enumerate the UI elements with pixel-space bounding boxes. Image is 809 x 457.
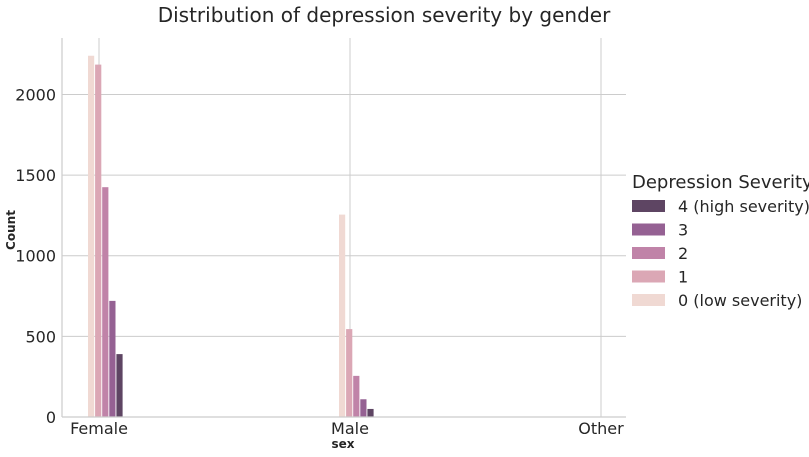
legend-swatch — [632, 247, 665, 259]
x-tick-labels: Female Male Other — [70, 419, 624, 438]
legend-swatch — [632, 223, 665, 236]
x-tick-label: Male — [331, 419, 369, 438]
bar — [102, 187, 109, 417]
legend-label: 1 — [678, 268, 688, 287]
chart-title: Distribution of depression severity by g… — [158, 3, 611, 27]
bar — [95, 64, 102, 418]
x-tick-label: Other — [578, 419, 624, 438]
y-axis-label: Count — [4, 210, 18, 250]
x-axis-label: sex — [331, 437, 354, 451]
y-tick-label: 2000 — [15, 85, 56, 104]
bar — [360, 399, 367, 417]
bar — [346, 329, 353, 417]
bar — [109, 300, 116, 417]
legend-swatch — [632, 270, 665, 283]
legend: Depression Severity 4 (high severity) 3 2 1… — [632, 172, 809, 310]
y-tick-label: 500 — [25, 327, 56, 346]
legend-label: 2 — [678, 244, 688, 263]
legend-label: 4 (high severity) — [678, 197, 809, 216]
bars — [88, 55, 374, 418]
bar — [339, 214, 346, 417]
bar — [88, 55, 95, 418]
legend-label: 3 — [678, 221, 688, 240]
spines — [61, 38, 626, 418]
legend-swatch — [632, 200, 665, 212]
y-tick-label: 1000 — [15, 247, 56, 266]
legend-title: Depression Severity — [632, 172, 809, 193]
y-tick-label: 0 — [46, 408, 56, 427]
bar — [367, 408, 374, 417]
y-tick-label: 1500 — [15, 166, 56, 185]
legend-label: 0 (low severity) — [678, 291, 802, 310]
x-tick-label: Female — [70, 419, 128, 438]
bar — [116, 354, 123, 417]
legend-swatch — [632, 294, 665, 306]
y-tick-labels: 0 500 1000 1500 2000 — [15, 85, 56, 427]
bar — [353, 375, 360, 417]
